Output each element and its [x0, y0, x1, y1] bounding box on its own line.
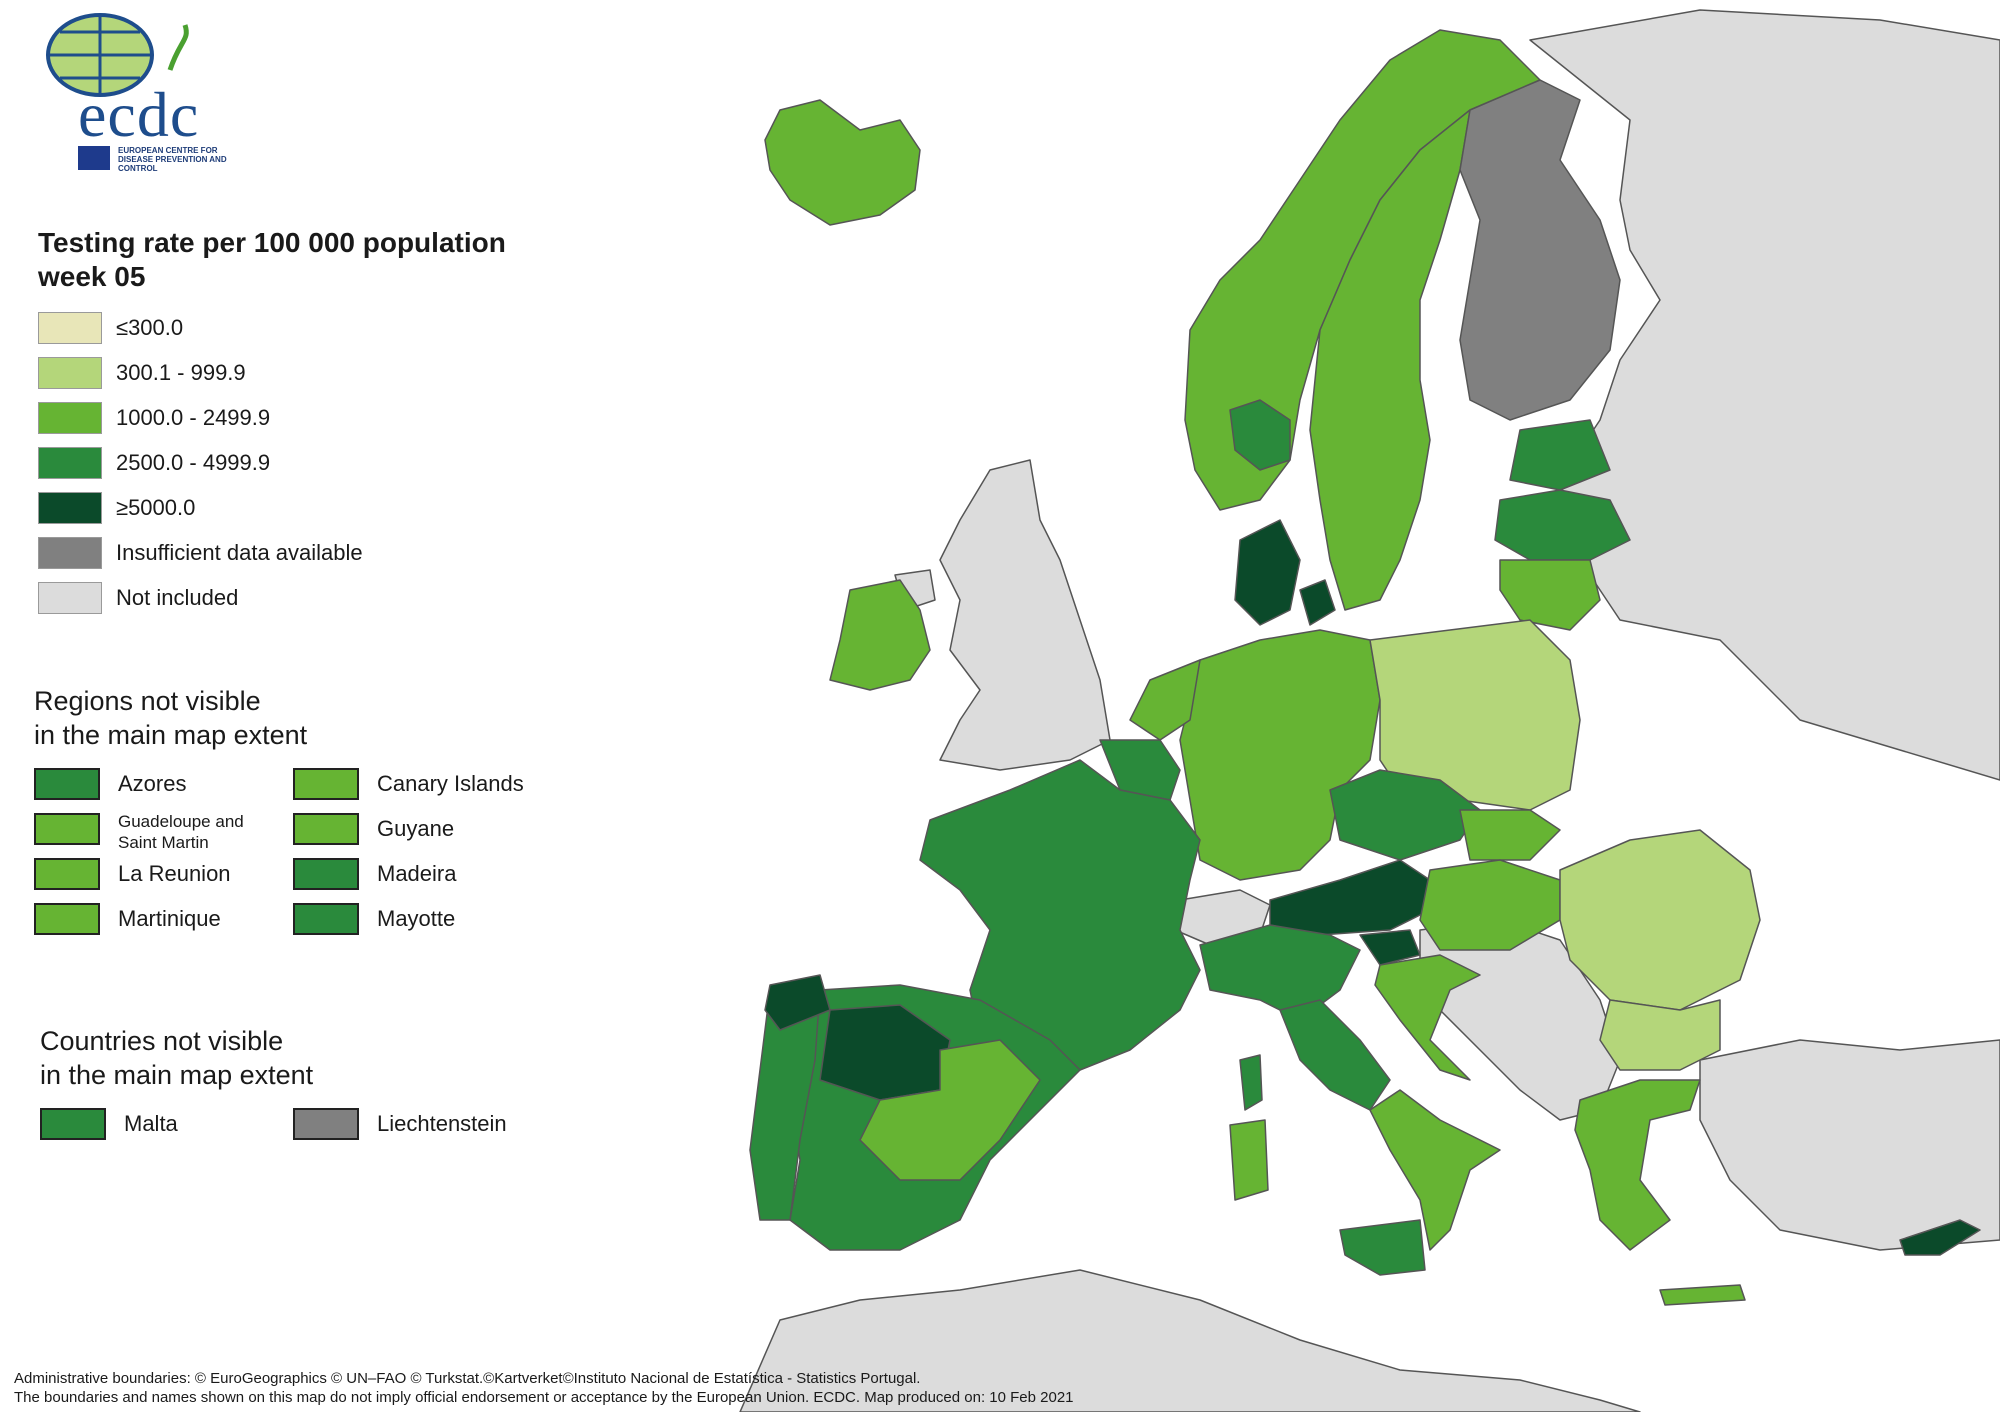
countries-title-line1: Countries not visible	[40, 1026, 284, 1056]
legend-swatch	[38, 357, 102, 389]
countries-title-line2: in the main map extent	[40, 1060, 314, 1090]
globe-icon	[46, 13, 189, 97]
region-ireland	[829, 579, 931, 691]
region-turkey	[1699, 1039, 2000, 1251]
region-slovakia	[1459, 809, 1561, 861]
region-norway-inland	[1229, 399, 1291, 471]
region-slovenia	[1359, 929, 1421, 966]
legend-label: ≤300.0	[116, 315, 184, 340]
region-estonia	[1509, 419, 1611, 491]
region-inset-label: Mayotte	[377, 906, 456, 931]
legend-label: 2500.0 - 4999.9	[116, 450, 271, 475]
region-inset-swatch	[34, 903, 100, 935]
countries-section-title: Countries not visible in the main map ex…	[40, 1024, 313, 1092]
logo-wordmark: ecdc	[78, 79, 200, 150]
region-hungary	[1419, 859, 1561, 951]
region-crete	[1659, 1284, 1746, 1306]
legend-label: 300.1 - 999.9	[116, 360, 246, 385]
region-inset-swatch	[293, 813, 359, 845]
region-inset-swatch	[293, 903, 359, 935]
legend-swatch	[38, 402, 102, 434]
region-finland	[1459, 79, 1621, 421]
legend-swatch	[38, 312, 102, 344]
region-belgium	[1099, 739, 1181, 801]
regions-title-line2: in the main map extent	[34, 720, 308, 750]
footer-attribution: Administrative boundaries: © EuroGeograp…	[14, 1369, 1074, 1407]
footer-line1: Administrative boundaries: © EuroGeograp…	[14, 1370, 921, 1387]
region-france	[919, 759, 1201, 1071]
legend-title-line2: week 05	[38, 261, 146, 292]
region-latvia	[1494, 489, 1631, 561]
region-sicily	[1339, 1219, 1426, 1276]
ecdc-logo	[38, 10, 238, 180]
legend-label: Insufficient data available	[116, 540, 363, 565]
region-inset-label: Guyane	[377, 816, 455, 841]
region-russia-north	[1529, 9, 2000, 781]
region-uk	[939, 459, 1111, 771]
region-denmark	[1234, 519, 1301, 626]
region-inset-swatch	[34, 858, 100, 890]
legend-swatch	[38, 447, 102, 479]
logo-subtitle: EUROPEAN CENTRE FOR DISEASE PREVENTION A…	[118, 146, 227, 173]
region-poland	[1369, 619, 1581, 811]
regions-section-title: Regions not visible in the main map exte…	[34, 684, 307, 752]
legend-swatch	[38, 492, 102, 524]
region-sweden	[1309, 109, 1471, 611]
legend-label: ≥5000.0	[116, 495, 196, 520]
region-inset-swatch	[293, 858, 359, 890]
country-inset-swatch	[40, 1108, 106, 1140]
legend-label: 1000.0 - 2499.9	[116, 405, 271, 430]
regions-title-line1: Regions not visible	[34, 686, 261, 716]
legend-swatch	[38, 537, 102, 569]
legend-title: Testing rate per 100 000 population week…	[38, 226, 506, 294]
footer-line2: The boundaries and names shown on this m…	[14, 1389, 1074, 1406]
eu-flag-icon	[78, 146, 110, 170]
region-italy-north	[1199, 924, 1361, 1021]
region-netherlands	[1129, 659, 1201, 741]
legend-title-line1: Testing rate per 100 000 population	[38, 227, 506, 258]
region-spain-east	[859, 1039, 1041, 1181]
region-north-africa	[739, 1269, 1641, 1412]
region-inset-swatch	[34, 768, 100, 800]
region-lithuania	[1499, 559, 1601, 631]
legend-swatch	[38, 582, 102, 614]
country-inset-label: Malta	[124, 1111, 178, 1136]
region-inset-label: Martinique	[118, 906, 221, 931]
region-greece	[1574, 1079, 1701, 1251]
region-inset-swatch	[293, 768, 359, 800]
region-inset-swatch	[34, 813, 100, 845]
region-sardinia	[1229, 1119, 1269, 1201]
country-inset-label: Liechtenstein	[377, 1111, 507, 1136]
region-inset-label: La Reunion	[118, 861, 231, 886]
region-inset-label: Madeira	[377, 861, 457, 886]
region-italy-center	[1279, 999, 1391, 1111]
region-inset-label: Canary Islands	[377, 771, 524, 796]
region-corsica	[1239, 1054, 1263, 1111]
region-croatia	[1374, 954, 1481, 1081]
region-cyprus	[1899, 1219, 1981, 1256]
region-italy-south	[1369, 1089, 1501, 1251]
region-romania	[1559, 829, 1761, 1011]
region-iceland	[764, 99, 921, 226]
legend-label: Not included	[116, 585, 239, 610]
region-galicia	[764, 974, 831, 1031]
region-inset-label: Guadeloupe and Saint Martin	[118, 812, 244, 852]
region-denmark-zealand	[1299, 579, 1336, 626]
country-inset-swatch	[293, 1108, 359, 1140]
region-inset-label: Azores	[118, 771, 187, 796]
region-bulgaria	[1599, 999, 1721, 1071]
